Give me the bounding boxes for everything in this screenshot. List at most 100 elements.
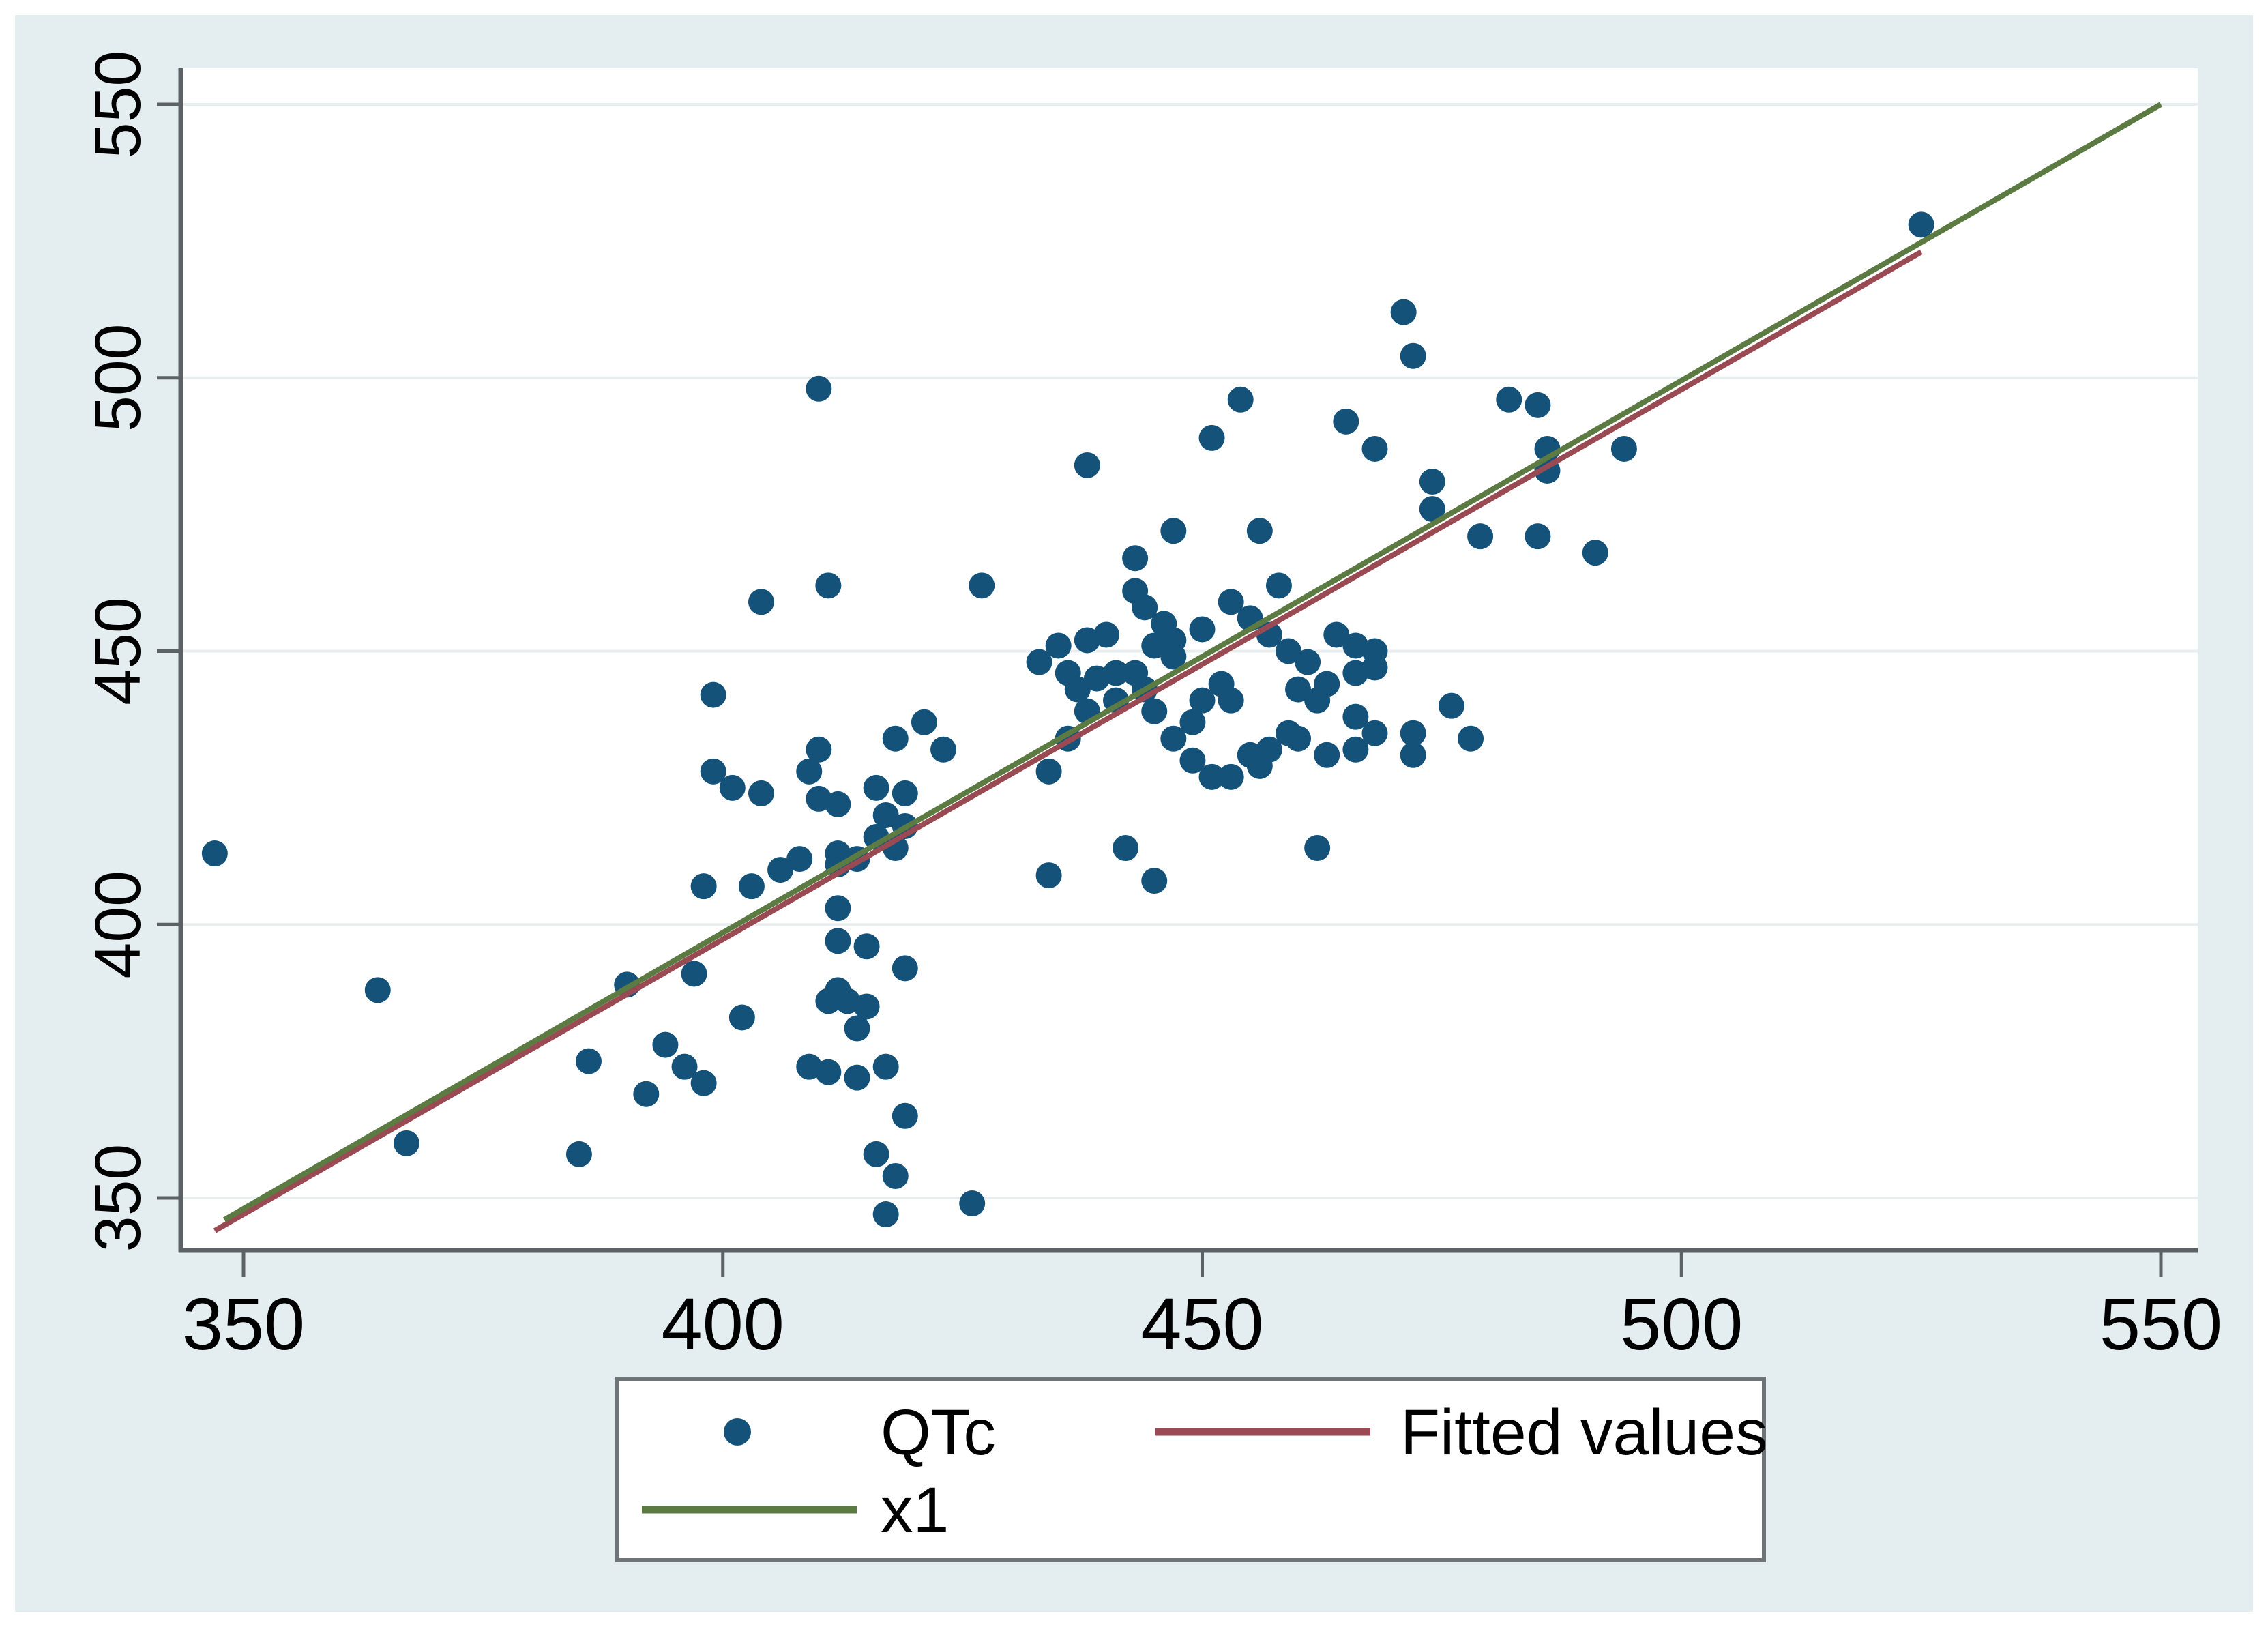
data-point <box>748 589 774 615</box>
y-tick-label: 500 <box>82 323 154 432</box>
data-point <box>1304 835 1331 862</box>
data-point <box>1285 725 1312 752</box>
data-point <box>1141 632 1168 659</box>
data-point <box>671 1053 698 1080</box>
data-point <box>1438 692 1464 719</box>
data-point <box>1160 725 1187 752</box>
data-point <box>786 846 813 873</box>
legend-box <box>615 1377 1766 1562</box>
data-point <box>1467 523 1494 550</box>
data-point <box>565 1141 592 1167</box>
data-point <box>825 928 851 954</box>
data-point <box>882 1162 909 1189</box>
legend-marker-dot <box>724 1418 751 1446</box>
data-point <box>1026 649 1052 675</box>
data-point <box>1198 424 1225 451</box>
data-point <box>393 1130 419 1156</box>
data-point <box>1610 435 1637 462</box>
data-point <box>767 857 794 883</box>
data-point <box>1265 572 1292 599</box>
data-point <box>1246 518 1273 544</box>
data-point <box>863 774 889 801</box>
data-point <box>201 840 228 867</box>
data-point <box>728 1004 755 1031</box>
x-tick-label: 350 <box>182 1282 305 1365</box>
data-point <box>959 1190 986 1217</box>
data-point <box>1074 452 1100 478</box>
data-point <box>1304 687 1331 714</box>
data-point <box>1314 742 1340 768</box>
data-point <box>825 791 851 817</box>
data-point <box>652 1031 679 1058</box>
data-point <box>1218 763 1244 790</box>
data-point <box>1496 386 1522 413</box>
data-point <box>1342 736 1369 763</box>
data-point <box>815 988 842 1014</box>
data-point <box>1361 435 1388 462</box>
x-tick-label: 550 <box>2100 1282 2222 1365</box>
data-point <box>1218 589 1244 615</box>
data-point <box>700 758 726 785</box>
data-point <box>806 736 832 763</box>
legend-label: QTc <box>881 1396 996 1469</box>
data-point <box>1908 211 1934 238</box>
x-tick-label: 500 <box>1620 1282 1743 1365</box>
data-point <box>882 725 909 752</box>
data-point <box>1035 862 1062 889</box>
data-point <box>1361 720 1388 746</box>
data-point <box>872 1053 899 1080</box>
data-point <box>1390 299 1417 325</box>
data-point <box>1189 616 1216 643</box>
data-point <box>1045 632 1072 659</box>
data-point <box>633 1081 660 1107</box>
data-point <box>1198 763 1225 790</box>
data-point <box>1400 720 1426 746</box>
data-point <box>364 977 391 1003</box>
data-point <box>1035 758 1062 785</box>
data-point <box>1189 687 1216 714</box>
data-point <box>1218 687 1244 714</box>
data-point <box>1179 747 1206 774</box>
data-point <box>1295 649 1321 675</box>
data-point <box>1525 523 1551 550</box>
data-point <box>1064 676 1091 703</box>
data-point <box>719 774 746 801</box>
data-point <box>844 1064 870 1091</box>
data-point <box>1458 725 1484 752</box>
data-point <box>1179 709 1206 735</box>
data-point <box>1122 545 1149 572</box>
data-point <box>1285 676 1312 703</box>
data-point <box>1132 594 1158 621</box>
data-point <box>1333 408 1359 435</box>
data-point <box>1227 386 1254 413</box>
data-point <box>825 895 851 922</box>
data-point <box>806 375 832 402</box>
y-tick-label: 350 <box>82 1144 154 1252</box>
trend-line-fitted-values <box>213 249 1923 1233</box>
data-point <box>844 1015 870 1042</box>
data-point <box>1074 627 1100 654</box>
data-point <box>892 1102 918 1129</box>
data-point <box>1103 660 1130 686</box>
data-point <box>1275 638 1301 664</box>
data-point <box>1419 469 1445 495</box>
data-point <box>911 709 937 735</box>
data-point <box>1582 540 1608 566</box>
data-point <box>1256 736 1282 763</box>
data-point <box>1419 496 1445 523</box>
data-point <box>690 873 717 900</box>
data-point <box>815 572 842 599</box>
data-point <box>796 758 823 785</box>
data-point <box>1160 643 1187 670</box>
y-tick-label: 450 <box>82 597 154 705</box>
data-point <box>872 802 899 828</box>
x-tick-label: 400 <box>662 1282 784 1365</box>
data-point <box>1160 518 1187 544</box>
data-point <box>1323 621 1350 648</box>
data-point <box>1141 698 1168 724</box>
data-point <box>863 1141 889 1167</box>
data-point <box>738 873 765 900</box>
data-point <box>969 572 995 599</box>
